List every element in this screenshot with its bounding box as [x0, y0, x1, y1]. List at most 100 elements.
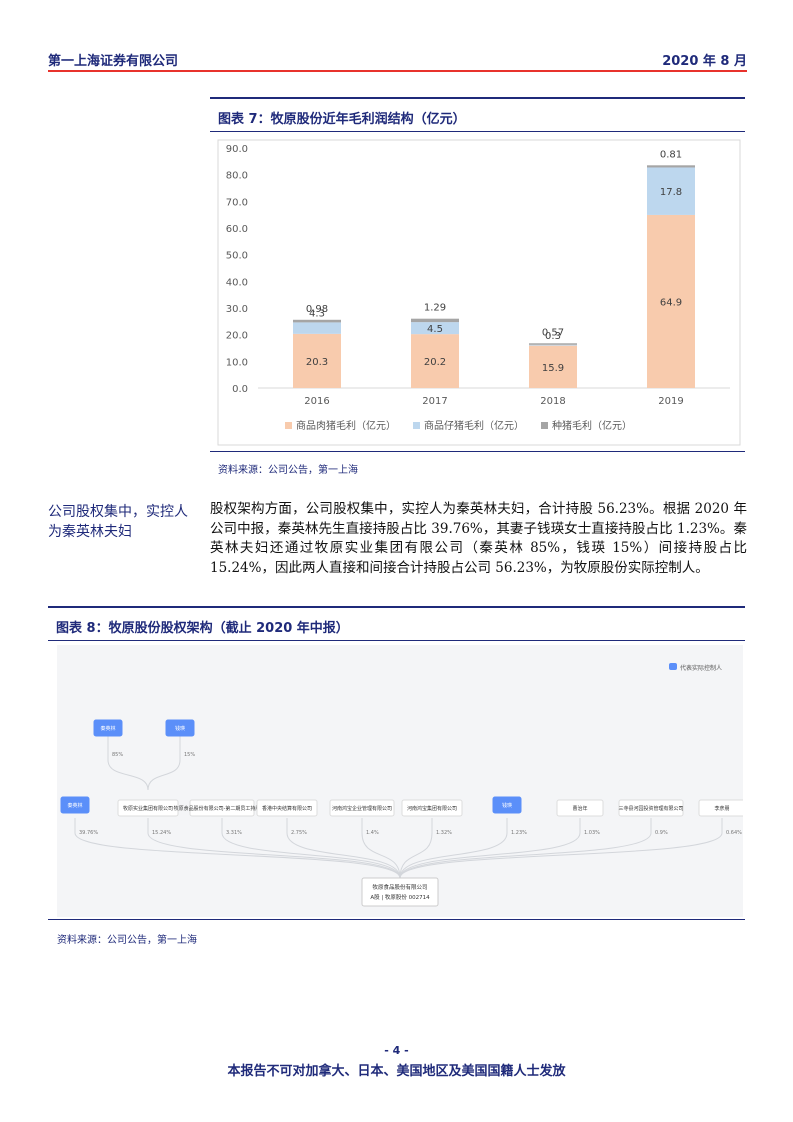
edge-pct: 1.4% — [366, 830, 379, 836]
node-box — [401, 799, 463, 817]
fig8-title: 图表 8：牧原股份股权架构（截止 2020 年中报） — [56, 621, 349, 636]
edge — [399, 818, 581, 879]
fig7-title: 图表 7：牧原股份近年毛利润结构（亿元） — [218, 112, 466, 127]
center-code: A股 | 牧原股份 002714 — [370, 893, 430, 901]
edge-pct: 1.32% — [436, 830, 452, 836]
y-tick-label: 30.0 — [226, 304, 248, 315]
node-label: 钱瑛 — [502, 802, 512, 809]
bar-segment — [529, 344, 577, 346]
node-box — [492, 796, 522, 814]
header-rule — [48, 70, 747, 72]
node-label: 李彦朋 — [714, 805, 729, 812]
node-box — [256, 799, 318, 817]
bar-segment — [529, 343, 577, 345]
x-tick-label: 2017 — [422, 396, 447, 407]
fig7-source: 资料来源：公司公告，第一上海 — [218, 465, 358, 476]
node-box — [60, 796, 90, 814]
bar-segment — [529, 345, 577, 388]
data-label: 0.57 — [542, 327, 564, 338]
fig7-titlebar: 图表 7：牧原股份近年毛利润结构（亿元） — [210, 97, 745, 132]
y-tick-label: 60.0 — [226, 224, 248, 235]
data-label: 4.3 — [309, 308, 325, 319]
edge — [147, 736, 181, 791]
edge-pct: 15% — [184, 752, 195, 758]
edge — [399, 818, 652, 879]
node-box — [93, 719, 123, 737]
fig8-titlebar: 图表 8：牧原股份股权架构（截止 2020 年中报） — [48, 606, 745, 641]
bar-segment — [293, 319, 341, 323]
paragraph: 股权架构方面，公司股权集中，实控人为秦英林夫妇，合计持股 56.23%。根据 2… — [210, 501, 747, 576]
legend-label: 商品仔猪毛利（亿元） — [424, 419, 524, 432]
edge-pct: 3.31% — [226, 830, 242, 836]
chart: 0.0 10.0 20.0 30.0 40.0 50.0 60.0 70.0 80.0 90.0 2… — [217, 139, 741, 446]
center-box — [361, 877, 439, 907]
node-label: 香港中央结算有限公司 — [262, 805, 312, 812]
edge — [361, 818, 401, 879]
data-label: 4.5 — [427, 324, 443, 335]
node-box — [329, 799, 395, 817]
fig7-rule — [210, 451, 745, 452]
x-tick-label: 2019 — [658, 396, 683, 407]
edge — [147, 818, 401, 879]
data-label: 20.3 — [306, 357, 328, 368]
y-tick-label: 90.0 — [226, 144, 248, 155]
legend-swatch — [541, 422, 548, 429]
diagram: 代表实际控制人 39.76% 秦英林 15.24% 牧原实业集团有限公司 3.31% 牧原食… — [57, 645, 743, 917]
legend-swatch — [413, 422, 420, 429]
bar-segment — [647, 167, 695, 215]
node-box — [189, 799, 255, 817]
edge-pct: 1.23% — [511, 830, 527, 836]
edge — [286, 818, 401, 879]
data-label: 1.29 — [424, 303, 446, 314]
y-tick-label: 50.0 — [226, 251, 248, 262]
bar-segment — [647, 165, 695, 168]
diagram-bg — [57, 645, 743, 917]
fig8-source: 资料来源：公司公告，第一上海 — [57, 935, 197, 946]
data-label: 20.2 — [424, 357, 446, 368]
legend-swatch — [669, 663, 677, 670]
edge-pct: 15.24% — [152, 830, 171, 836]
y-tick-label: 80.0 — [226, 171, 248, 182]
edge — [399, 818, 508, 879]
node-label: 秦英林 — [67, 802, 82, 809]
edge-pct: 0.9% — [655, 830, 668, 836]
edge-pct: 39.76% — [79, 830, 98, 836]
y-tick-label: 10.0 — [226, 357, 248, 368]
company: 第一上海证券有限公司 — [48, 54, 179, 69]
edge — [399, 818, 433, 879]
center-name: 牧原食品股份有限公司 — [372, 883, 427, 891]
date: 2020 年 8 月 — [662, 54, 747, 69]
bar-segment — [647, 214, 695, 388]
node-label: 秦英林 — [100, 725, 115, 732]
bar-segment — [411, 318, 459, 323]
node-label: 钱瑛 — [175, 725, 185, 732]
edge — [107, 736, 149, 791]
legend-label: 代表实际控制人 — [680, 664, 722, 672]
bar-segment — [293, 322, 341, 334]
side-note: 公司股权集中，实控人为秦英林夫妇 — [48, 504, 188, 540]
edge-pct: 1.03% — [584, 830, 600, 836]
node-box — [117, 799, 179, 817]
data-label: 17.8 — [660, 187, 682, 198]
edge-pct: 85% — [112, 752, 123, 758]
notice: 本报告不可对加拿大、日本、美国地区及美国国籍人士发放 — [227, 1064, 566, 1079]
page-number: - 4 - — [384, 1044, 409, 1057]
y-tick-label: 0.0 — [232, 384, 248, 395]
y-tick-label: 70.0 — [226, 197, 248, 208]
node-label: 牧原食品股份有限公司-第二期员工持股计划 — [174, 805, 271, 812]
legend-label: 种猪毛利（亿元） — [552, 419, 632, 432]
edge-pct: 0.64% — [726, 830, 742, 836]
y-tick-label: 20.0 — [226, 331, 248, 342]
y-tick-label: 40.0 — [226, 277, 248, 288]
data-label: 0.81 — [660, 149, 682, 160]
legend-swatch — [285, 422, 292, 429]
node-box — [618, 799, 684, 817]
node-box — [165, 719, 195, 737]
bar-segment — [411, 322, 459, 335]
node-box — [698, 799, 743, 817]
edge-pct: 2.75% — [291, 830, 307, 836]
node-label: 曹治年 — [572, 805, 587, 812]
node-label: 河南鸿宝集团有限公司 — [407, 805, 457, 812]
data-label: 64.9 — [660, 297, 682, 308]
